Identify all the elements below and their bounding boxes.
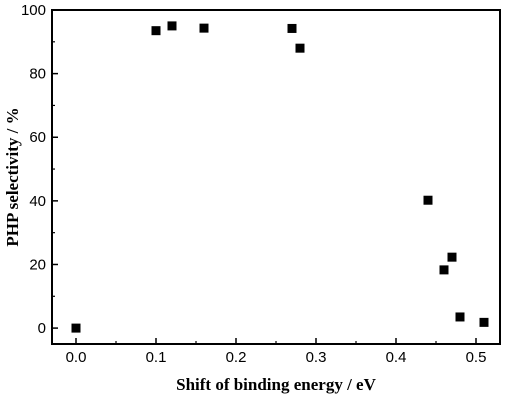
data-points xyxy=(71,21,489,333)
x-tick-label: 0.5 xyxy=(466,349,487,366)
data-point xyxy=(295,43,305,53)
data-point xyxy=(439,265,449,275)
x-tick-label: 0.4 xyxy=(386,349,407,366)
data-point xyxy=(167,21,177,31)
x-tick-label: 0.3 xyxy=(306,349,327,366)
y-axis-ticks: 0 20 40 60 80 100 xyxy=(21,2,58,337)
y-axis-title: PHP selectivity / % xyxy=(3,107,22,246)
data-point xyxy=(287,23,297,33)
x-axis-title: Shift of binding energy / eV xyxy=(176,375,376,394)
data-point xyxy=(455,312,465,322)
plot-frame xyxy=(51,9,501,345)
y-tick-label: 100 xyxy=(21,2,46,19)
y-tick-label: 60 xyxy=(29,129,46,146)
x-tick-label: 0.1 xyxy=(146,349,167,366)
y-tick-label: 40 xyxy=(29,193,46,210)
data-point xyxy=(479,317,489,327)
data-point xyxy=(423,195,433,205)
y-tick-label: 0 xyxy=(38,320,46,337)
x-axis-ticks: 0.0 0.1 0.2 0.3 0.4 0.5 xyxy=(66,338,487,366)
x-tick-label: 0.2 xyxy=(226,349,247,366)
data-point xyxy=(447,252,457,262)
data-point xyxy=(151,26,161,36)
y-tick-label: 80 xyxy=(29,66,46,83)
y-tick-label: 20 xyxy=(29,256,46,273)
data-point xyxy=(71,323,81,333)
x-tick-label: 0.0 xyxy=(66,349,87,366)
data-point xyxy=(199,23,209,33)
